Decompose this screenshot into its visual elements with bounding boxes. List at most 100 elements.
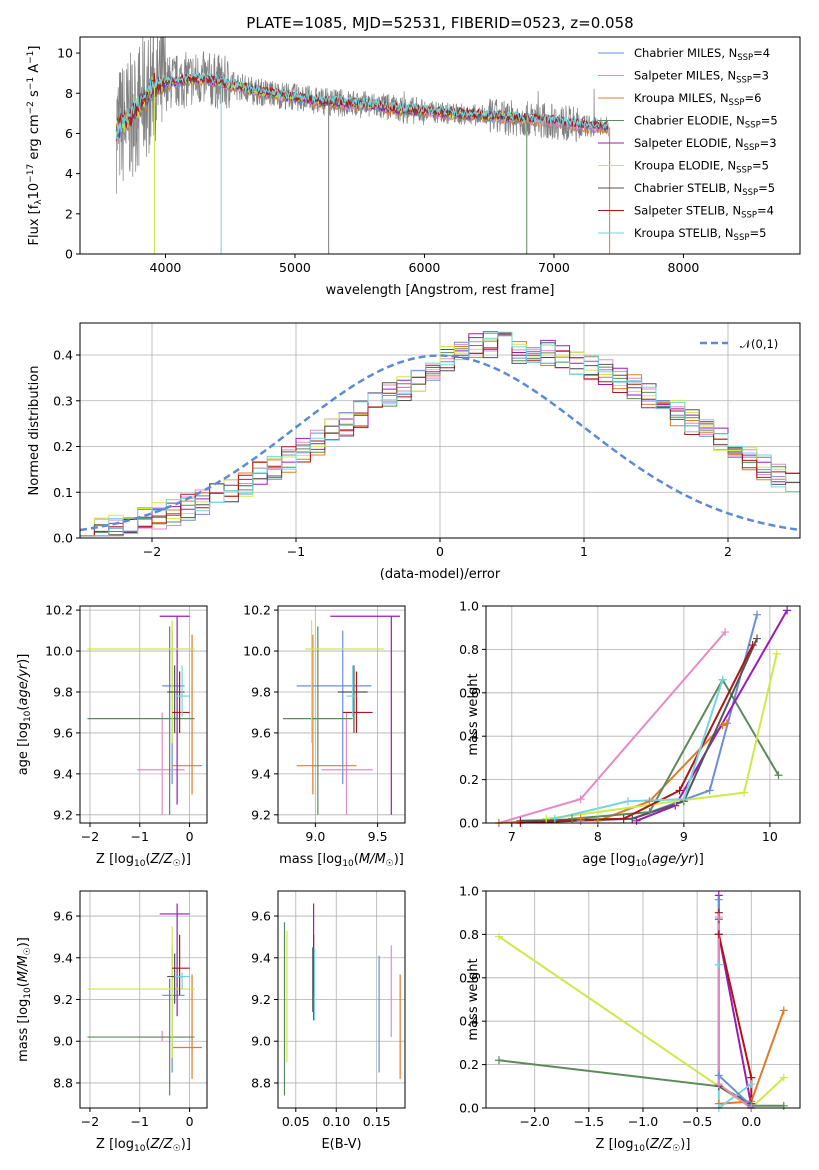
y-tick-label: 0.0 [459, 816, 479, 831]
histogram-step-line [80, 331, 800, 537]
y-tick-label: 9.4 [251, 950, 271, 965]
series-point-marker [714, 930, 723, 939]
label-part: )] [181, 1137, 191, 1152]
x-tick-label: 9 [680, 829, 688, 844]
x-tick-label: −1 [131, 1114, 149, 1129]
label-part: age [log [16, 722, 31, 775]
y-tick-label: 9.4 [251, 766, 271, 781]
legend-sub: SSP [736, 76, 752, 86]
y-tick-label: 9.6 [53, 725, 73, 740]
label-part: ☉ [672, 1144, 680, 1154]
label-part: age/yr [16, 662, 31, 705]
y-tick-label: 9.0 [53, 1034, 73, 1049]
label-part: ( [145, 1137, 150, 1152]
label-part: ☉ [173, 859, 181, 869]
legend-label: Chabrier MILES, N [634, 46, 737, 60]
label-part: Z [log [96, 1137, 134, 1152]
series-point-marker [714, 1080, 723, 1089]
legend-suffix: =6 [744, 91, 761, 105]
axes-frame [485, 605, 801, 824]
x-tick-label: 0.0 [741, 1114, 761, 1129]
y-tick-label: 9.2 [251, 807, 271, 822]
y-tick-label: 9.2 [53, 992, 73, 1007]
y-tick-label: 10.2 [243, 603, 271, 618]
plot-area [87, 615, 203, 815]
y-tick-label: 0.0 [459, 1101, 479, 1116]
label-part: ( [16, 982, 31, 987]
y-tick-label: 0.4 [459, 1014, 479, 1029]
y-tick-label: 9.4 [53, 766, 73, 781]
y-tick-label: 9.0 [251, 1034, 271, 1049]
age-vs-metallicity-axes: −2 −1 09.29.49.69.810.010.2Z [log10(Z/Z☉)]… [16, 603, 208, 869]
legend-label: Kroupa MILES, N [634, 91, 729, 105]
axes-frame [277, 890, 406, 1109]
histogram-step-line [80, 332, 800, 537]
legend-suffix: =5 [761, 114, 778, 128]
x-tick-label: 1 [580, 544, 588, 559]
y-axis-label: mass weight [466, 673, 481, 755]
legend-suffix: =5 [758, 181, 775, 195]
series-point-marker [714, 1071, 723, 1080]
x-tick-label: −0.5 [682, 1114, 712, 1129]
x-axis-label: Z [log10(Z/Z☉)] [596, 1137, 691, 1154]
series-point-marker [568, 814, 577, 823]
label-part: 10 [23, 710, 33, 722]
legend-suffix: =3 [760, 136, 777, 150]
y-tick-label: 0.2 [53, 439, 73, 454]
series-point-marker [718, 721, 727, 730]
y-tick-label: 1.0 [459, 599, 479, 614]
y-tick-label: 0.8 [459, 927, 479, 942]
series-point-marker [645, 808, 654, 817]
x-tick-label: 9.0 [305, 829, 325, 844]
age-vs-mass-axes: 9.0 9.5 9.2 9.4 9.6 9.8 10.0 10.2 mass [log10(M/… [243, 603, 406, 869]
series-point-marker [748, 641, 757, 650]
legend-entry: Kroupa MILES, NSSP=6 [634, 91, 761, 108]
label-part: )] [680, 1137, 690, 1152]
y-tick-label: 0.2 [459, 1057, 479, 1072]
legend-sub: SSP [737, 53, 753, 63]
series-point-marker [619, 814, 628, 823]
y-axis-label: Flux [fλ10−17 erg cm−2 s−1 A−1] [26, 46, 44, 246]
axes-frame [79, 322, 801, 539]
series-point-marker [705, 786, 714, 795]
legend-label: Kroupa STELIB, N [634, 226, 734, 240]
axes-frame [277, 605, 406, 824]
y-tick-label: 0 [65, 247, 73, 262]
y-tick-label: 4 [65, 166, 73, 181]
label-part: ( [645, 1137, 650, 1152]
x-tick-label: 7 [508, 829, 516, 844]
x-tick-label: −1.0 [628, 1114, 658, 1129]
label-part: Flux [f [27, 204, 42, 245]
y-tick-label: 0.2 [459, 772, 479, 787]
legend-suffix: =4 [753, 46, 770, 60]
y-tick-label: 9.4 [53, 950, 73, 965]
plot-area [87, 903, 203, 1096]
legend-sub: SSP [745, 121, 761, 131]
x-tick-label: 0 [186, 829, 194, 844]
y-tick-label: 9.6 [251, 725, 271, 740]
x-tick-label: 0.10 [322, 1114, 350, 1129]
y-tick-label: 0.6 [459, 970, 479, 985]
series-point-marker [783, 606, 792, 615]
spectrum-axes: 4000 5000 6000 7000 8000 0 2 4 6 8 10 wavelength [A… [26, 36, 801, 298]
x-tick-label: −2 [143, 544, 161, 559]
label-part: 10 [342, 859, 354, 869]
x-tick-label: −1 [287, 544, 305, 559]
x-tick-label: 9.5 [368, 829, 388, 844]
y-tick-label: 2 [65, 206, 73, 221]
x-tick-label: −2 [81, 1114, 99, 1129]
histogram-step-line [80, 332, 800, 537]
y-tick-label: 0.0 [53, 531, 73, 546]
series-point-marker [679, 795, 688, 804]
y-tick-label: 8 [65, 86, 73, 101]
legend-suffix: =4 [757, 204, 774, 218]
label-part: )] [16, 654, 31, 664]
label-part: −1 [26, 51, 36, 64]
series-point-marker [494, 1056, 503, 1065]
label-part: λ [34, 199, 44, 205]
label-part: )] [16, 937, 31, 947]
y-tick-label: 0.8 [459, 642, 479, 657]
series-point-marker [774, 771, 783, 780]
label-part: Z [log [596, 1137, 634, 1152]
label-part: age/yr [652, 852, 695, 867]
